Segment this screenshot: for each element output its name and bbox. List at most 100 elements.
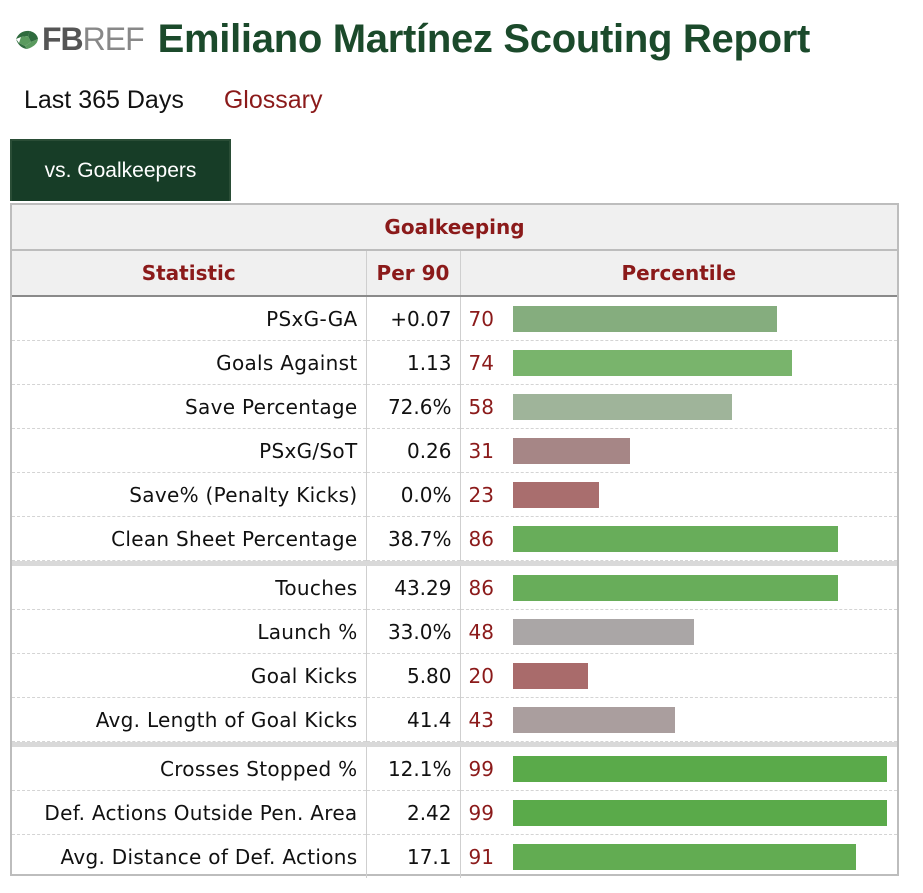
percentile-bar	[512, 349, 793, 376]
fbref-logo[interactable]: FBREF	[14, 20, 145, 58]
percentile-value: 99	[468, 756, 494, 781]
per90-value: +0.07	[366, 296, 461, 341]
percentile-value: 99	[468, 800, 494, 825]
table-row: Crosses Stopped % 12.1% 99	[12, 747, 897, 791]
percentile-cell: 86	[460, 566, 897, 610]
table-row: Clean Sheet Percentage 38.7% 86	[12, 516, 897, 561]
percentile-bar-track	[512, 305, 891, 332]
stat-name: Def. Actions Outside Pen. Area	[12, 790, 367, 835]
percentile-value: 23	[468, 482, 494, 507]
percentile-bar	[512, 525, 838, 552]
per90-value: 0.26	[366, 428, 461, 473]
stat-name: Clean Sheet Percentage	[12, 516, 367, 561]
percentile-value: 86	[468, 526, 494, 551]
per90-value: 17.1	[366, 834, 461, 878]
column-header-percentile[interactable]: Percentile	[460, 250, 897, 297]
percentile-value: 74	[468, 350, 494, 375]
stat-name: Touches	[12, 566, 367, 610]
per90-value: 38.7%	[366, 516, 461, 561]
table-row: Save Percentage 72.6% 58	[12, 384, 897, 429]
stat-name: PSxG/SoT	[12, 428, 367, 473]
table-row: Avg. Distance of Def. Actions 17.1 91	[12, 834, 897, 879]
percentile-bar-track	[512, 662, 891, 689]
per90-value: 0.0%	[366, 472, 461, 517]
per90-value: 1.13	[366, 340, 461, 385]
percentile-bar	[512, 437, 630, 464]
percentile-cell: 20	[460, 653, 897, 698]
stat-name: Goals Against	[12, 340, 367, 385]
stat-name: Avg. Length of Goal Kicks	[12, 697, 367, 742]
column-header-statistic[interactable]: Statistic	[12, 250, 367, 297]
percentile-bar	[512, 481, 600, 508]
percentile-cell: 74	[460, 340, 897, 385]
per90-value: 72.6%	[366, 384, 461, 429]
page-header: FBREF Emiliano Martínez Scouting Report	[14, 14, 810, 64]
per90-value: 41.4	[366, 697, 461, 742]
table-row: PSxG/SoT 0.26 31	[12, 428, 897, 473]
table-body: PSxG-GA +0.07 70 Goals Against 1.13 74 Save Pe…	[12, 296, 897, 878]
per90-value: 2.42	[366, 790, 461, 835]
page-title: Emiliano Martínez Scouting Report	[157, 16, 811, 61]
table-row: Goal Kicks 5.80 20	[12, 653, 897, 698]
stat-name: Avg. Distance of Def. Actions	[12, 834, 367, 878]
percentile-bar	[512, 706, 676, 733]
percentile-bar	[512, 843, 857, 870]
percentile-value: 48	[468, 619, 494, 644]
group-separator	[12, 741, 897, 747]
percentile-cell: 58	[460, 384, 897, 429]
group-separator	[12, 560, 897, 566]
stat-name: Launch %	[12, 609, 367, 654]
percentile-value: 86	[468, 575, 494, 600]
sub-navigation: Last 365 Days Glossary	[24, 86, 322, 115]
tab-vs-goalkeepers[interactable]: vs. Goalkeepers	[10, 139, 231, 201]
per90-value: 5.80	[366, 653, 461, 698]
percentile-cell: 99	[460, 747, 897, 791]
per90-value: 43.29	[366, 566, 461, 610]
percentile-bar-track	[512, 393, 891, 420]
percentile-bar	[512, 305, 778, 332]
percentile-bar	[512, 662, 589, 689]
table-row: Save% (Penalty Kicks) 0.0% 23	[12, 472, 897, 517]
percentile-cell: 91	[460, 835, 897, 879]
per90-value: 33.0%	[366, 609, 461, 654]
percentile-cell: 43	[460, 697, 897, 742]
table-row: Touches 43.29 86	[12, 566, 897, 610]
percentile-bar-track	[512, 799, 891, 826]
scouting-table: Goalkeeping Statistic Per 90 Percentile …	[10, 203, 899, 878]
percentile-bar-track	[512, 349, 891, 376]
stat-name: Save Percentage	[12, 384, 367, 429]
glossary-link[interactable]: Glossary	[223, 86, 323, 114]
percentile-bar-track	[512, 706, 891, 733]
percentile-bar	[512, 618, 694, 645]
stat-name: Save% (Penalty Kicks)	[12, 472, 367, 517]
percentile-bar-track	[512, 525, 891, 552]
percentile-bar	[512, 574, 838, 601]
percentile-value: 91	[468, 844, 494, 869]
logo-ref-text: REF	[82, 20, 145, 57]
table-row: Def. Actions Outside Pen. Area 2.42 99	[12, 790, 897, 835]
column-header-per90[interactable]: Per 90	[366, 250, 461, 297]
percentile-bar	[512, 393, 732, 420]
percentile-cell: 86	[460, 516, 897, 561]
percentile-value: 31	[468, 438, 494, 463]
percentile-cell: 48	[460, 609, 897, 654]
percentile-bar-track	[512, 481, 891, 508]
percentile-bar-track	[512, 618, 891, 645]
percentile-bar-track	[512, 755, 891, 782]
table-row: PSxG-GA +0.07 70	[12, 296, 897, 341]
percentile-bar-track	[512, 574, 891, 601]
table-row: Avg. Length of Goal Kicks 41.4 43	[12, 697, 897, 742]
percentile-cell: 31	[460, 428, 897, 473]
percentile-bar	[512, 755, 887, 782]
per90-value: 12.1%	[366, 747, 461, 791]
section-title: Goalkeeping	[12, 205, 897, 251]
percentile-bar	[512, 799, 887, 826]
stat-name: Crosses Stopped %	[12, 747, 367, 791]
percentile-value: 70	[468, 306, 494, 331]
percentile-bar-track	[512, 843, 891, 870]
period-label[interactable]: Last 365 Days	[24, 86, 184, 114]
percentile-value: 58	[468, 394, 494, 419]
percentile-value: 20	[468, 663, 494, 688]
stat-name: PSxG-GA	[12, 296, 367, 341]
percentile-cell: 70	[460, 296, 897, 341]
